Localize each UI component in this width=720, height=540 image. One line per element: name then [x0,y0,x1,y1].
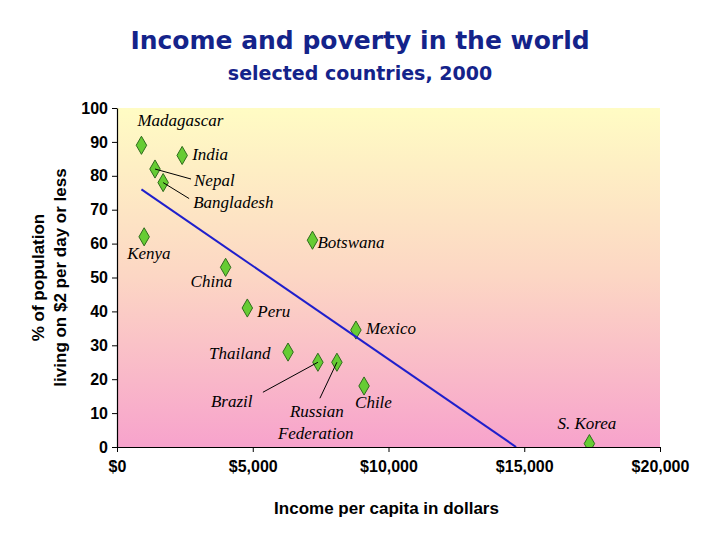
data-point [283,343,293,361]
y-tick-mark [112,311,117,312]
x-tick: $20,000 [632,447,690,475]
point-label: Peru [256,302,290,321]
y-tick-mark [112,345,117,346]
y-tick-label: 70 [90,201,108,218]
y-axis-line [117,109,118,448]
y-tick-mark [112,447,117,448]
chart: Income and poverty in the world selected … [0,0,720,540]
title: Income and poverty in the world [130,26,589,55]
y-tick-mark [112,108,117,109]
leader-lines [155,169,337,398]
y-tick-mark [112,210,117,211]
y-axis-title: % of population [29,214,48,341]
leader-line [320,362,337,398]
point-label: Mexico [365,319,416,338]
y-axis-title: living on $2 per day or less [51,168,70,386]
subtitle: selected countries, 2000 [228,62,492,84]
x-tick: $10,000 [360,447,418,475]
y-tick-label: 20 [90,371,108,388]
y-tick: 60 [90,235,117,252]
point-label: India [191,145,228,164]
x-axis: $0 $5,000 $10,000 $15,000 $20,000 [109,447,690,475]
x-tick: $5,000 [229,447,278,475]
data-point [307,231,317,249]
x-tick: $15,000 [496,447,554,475]
y-tick-label: 80 [90,167,108,184]
x-tick-label: $15,000 [496,458,554,475]
x-tick: $0 [109,447,127,475]
trend-line [141,189,516,447]
y-tick-label: 40 [90,303,108,320]
point-labels: Madagascar India Nepal Bangladesh Kenya China… [126,111,616,443]
y-tick: 90 [90,134,117,151]
y-tick-mark [112,379,117,380]
point-label: Brazil [211,392,253,411]
x-tick-label: $20,000 [632,458,690,475]
y-tick-label: 10 [90,405,108,422]
y-tick-label: 60 [90,235,108,252]
data-point [177,146,187,164]
point-label: Thailand [209,344,271,363]
point-label: Kenya [126,244,170,263]
y-tick-label: 0 [99,439,108,456]
y-tick-label: 90 [90,134,108,151]
leader-line [163,183,189,199]
x-tick-label: $0 [109,458,127,475]
x-tick-mark [253,447,254,452]
y-tick-label: 50 [90,269,108,286]
y-axis: 0 10 20 30 40 50 60 70 80 90 100 [81,100,117,456]
y-tick: 10 [90,405,117,422]
point-label: RussianFederation [277,402,354,443]
y-tick: 0 [99,439,117,456]
y-tick-mark [112,413,117,414]
x-tick-label: $10,000 [360,458,418,475]
leader-line [155,169,191,179]
x-tick-mark [660,447,661,452]
y-tick: 100 [81,100,117,117]
x-tick-label: $5,000 [229,458,278,475]
x-tick-mark [117,447,118,452]
y-tick-label: 30 [90,337,108,354]
y-tick: 80 [90,167,117,184]
y-tick: 20 [90,371,117,388]
data-point [584,435,594,447]
x-axis-title: Income per capita in dollars [274,499,499,518]
point-label: Nepal [193,171,235,190]
point-label: Botswana [317,233,384,252]
y-tick-mark [112,176,117,177]
data-point [136,136,146,154]
point-label: S. Korea [557,414,616,433]
x-tick-mark [524,447,525,452]
plot-area [136,136,594,447]
x-tick-mark [389,447,390,452]
point-label: Madagascar [136,111,223,130]
y-tick-mark [112,142,117,143]
y-tick-label: 100 [81,100,108,117]
point-label: China [191,272,233,291]
point-label: Chile [355,393,392,412]
y-tick: 70 [90,201,117,218]
y-tick: 30 [90,337,117,354]
y-tick-mark [112,278,117,279]
y-tick-mark [112,244,117,245]
point-label: Bangladesh [193,193,273,212]
leader-line [263,362,318,392]
plot-background [117,108,660,447]
y-tick: 50 [90,269,117,286]
y-tick: 40 [90,303,117,320]
data-point [242,299,252,317]
